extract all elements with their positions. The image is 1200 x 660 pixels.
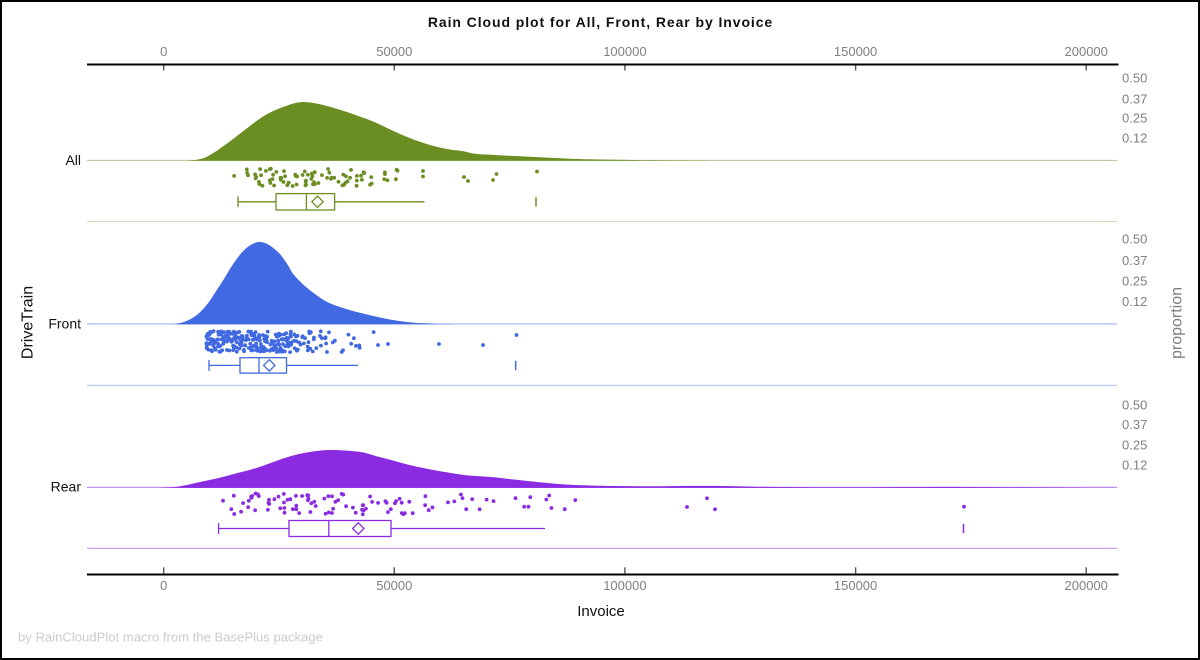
svg-text:by RainCloudPlot macro from th: by RainCloudPlot macro from the BasePlus… [18, 630, 323, 645]
svg-text:0.50: 0.50 [1122, 71, 1147, 86]
svg-text:100000: 100000 [603, 578, 646, 593]
svg-text:proportion: proportion [1169, 287, 1186, 359]
svg-text:0.50: 0.50 [1122, 398, 1147, 413]
svg-text:0.12: 0.12 [1122, 131, 1147, 146]
svg-text:150000: 150000 [834, 578, 877, 593]
svg-text:0.25: 0.25 [1122, 274, 1147, 289]
svg-text:All: All [65, 152, 81, 168]
svg-text:0.25: 0.25 [1122, 111, 1147, 126]
svg-text:50000: 50000 [376, 44, 412, 59]
svg-text:0.37: 0.37 [1122, 417, 1147, 432]
svg-text:0.12: 0.12 [1122, 458, 1147, 473]
svg-text:0.37: 0.37 [1122, 92, 1147, 107]
svg-text:150000: 150000 [834, 44, 877, 59]
svg-text:0.12: 0.12 [1122, 294, 1147, 309]
svg-text:50000: 50000 [376, 578, 412, 593]
svg-text:Rain Cloud plot for All, Front: Rain Cloud plot for All, Front, Rear by … [428, 14, 773, 30]
svg-text:Rear: Rear [51, 479, 82, 495]
svg-text:100000: 100000 [603, 44, 646, 59]
svg-text:0: 0 [160, 44, 167, 59]
svg-text:Front: Front [48, 316, 81, 332]
svg-text:0.25: 0.25 [1122, 438, 1147, 453]
svg-text:200000: 200000 [1065, 578, 1108, 593]
svg-text:200000: 200000 [1065, 44, 1108, 59]
svg-text:DriveTrain: DriveTrain [20, 286, 37, 359]
svg-text:Invoice: Invoice [577, 603, 625, 620]
svg-text:0: 0 [160, 578, 167, 593]
svg-text:0.37: 0.37 [1122, 253, 1147, 268]
svg-text:0.50: 0.50 [1122, 232, 1147, 247]
